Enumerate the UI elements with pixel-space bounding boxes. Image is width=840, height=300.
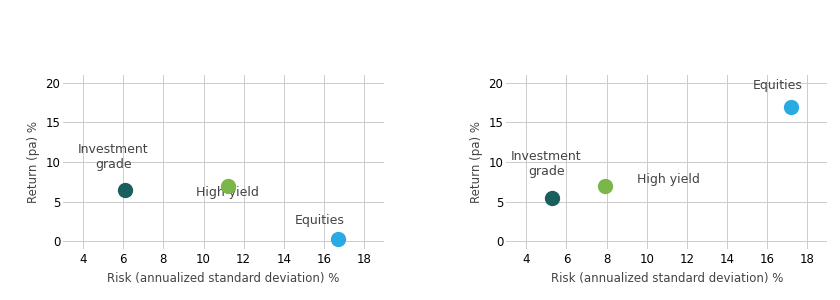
Text: High yield: High yield xyxy=(197,186,259,199)
X-axis label: Risk (annualized standard deviation) %: Risk (annualized standard deviation) % xyxy=(108,272,339,285)
Y-axis label: Return (pa) %: Return (pa) % xyxy=(470,121,483,203)
Text: Equities: Equities xyxy=(753,80,802,92)
Point xyxy=(331,236,344,241)
Text: Equities: Equities xyxy=(295,214,345,227)
Point xyxy=(221,183,234,188)
Text: 2000 to 2011 (turbulent markets and lighter QE era): 2000 to 2011 (turbulent markets and ligh… xyxy=(50,32,397,46)
X-axis label: Risk (annualized standard deviation) %: Risk (annualized standard deviation) % xyxy=(551,272,783,285)
Text: High yield: High yield xyxy=(637,173,700,186)
Point xyxy=(546,195,559,200)
Point xyxy=(598,183,612,188)
Y-axis label: Return (pa) %: Return (pa) % xyxy=(27,121,39,203)
Text: 2010 to 2021 (heavy QE era): 2010 to 2021 (heavy QE era) xyxy=(572,32,762,46)
Text: Investment
grade: Investment grade xyxy=(78,143,149,172)
Point xyxy=(118,187,132,192)
Point xyxy=(785,104,798,109)
Text: Investment
grade: Investment grade xyxy=(511,150,581,178)
